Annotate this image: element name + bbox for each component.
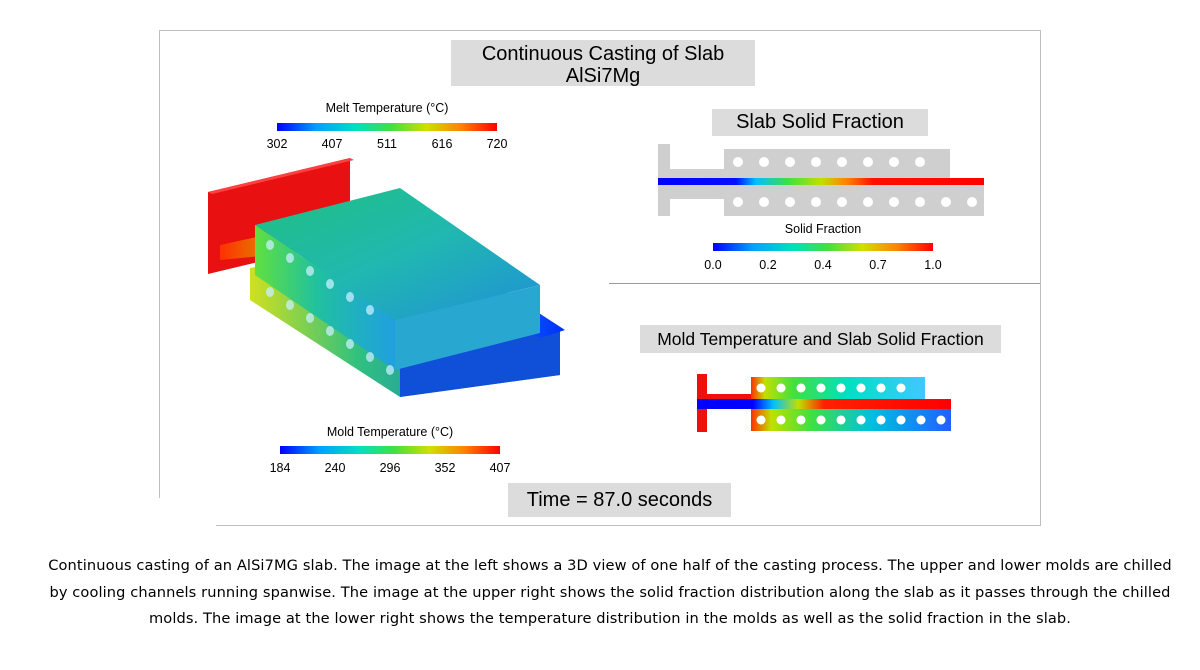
solid-fraction-panel-label: Slab Solid Fraction [712, 109, 928, 136]
mold-temperature-panel-label: Mold Temperature and Slab Solid Fraction [640, 325, 1001, 353]
mold-tick-0: 184 [269, 461, 291, 475]
mold-tick-1: 240 [324, 461, 346, 475]
figure-title: Continuous Casting of Slab AlSi7Mg [451, 40, 755, 87]
melt-tick-0: 302 [266, 137, 288, 151]
title-line-1: Continuous Casting of Slab [481, 43, 725, 65]
melt-tick-3: 616 [431, 137, 453, 151]
title-line-2: AlSi7Mg [565, 65, 641, 87]
mold-temperature-diagram [697, 374, 951, 432]
melt-colorbar [277, 123, 497, 131]
solid-colorbar-label: Solid Fraction [784, 222, 862, 236]
figure-caption: Continuous casting of an AlSi7MG slab. T… [48, 557, 1172, 627]
solid-tick-0: 0.0 [704, 258, 722, 272]
solid-colorbar [713, 243, 933, 251]
melt-colorbar-label: Melt Temperature (°C) [325, 101, 449, 115]
figure-frame [159, 30, 1041, 526]
solid-tick-1: 0.2 [759, 258, 777, 272]
solid-tick-2: 0.4 [814, 258, 832, 272]
mold-tick-3: 352 [434, 461, 456, 475]
panel-divider [609, 283, 1040, 284]
melt-tick-4: 720 [486, 137, 508, 151]
mold-tick-4: 407 [489, 461, 511, 475]
mold-colorbar [280, 446, 500, 454]
solid-fraction-diagram [658, 144, 984, 216]
solid-tick-3: 0.7 [869, 258, 887, 272]
time-label: Time = 87.0 seconds [508, 483, 731, 517]
melt-tick-2: 511 [377, 137, 397, 151]
solid-tick-4: 1.0 [924, 258, 942, 272]
mold-tick-2: 296 [379, 461, 401, 475]
casting-3d-view [208, 158, 565, 397]
melt-tick-1: 407 [321, 137, 343, 151]
mold-colorbar-label: Mold Temperature (°C) [326, 425, 454, 439]
